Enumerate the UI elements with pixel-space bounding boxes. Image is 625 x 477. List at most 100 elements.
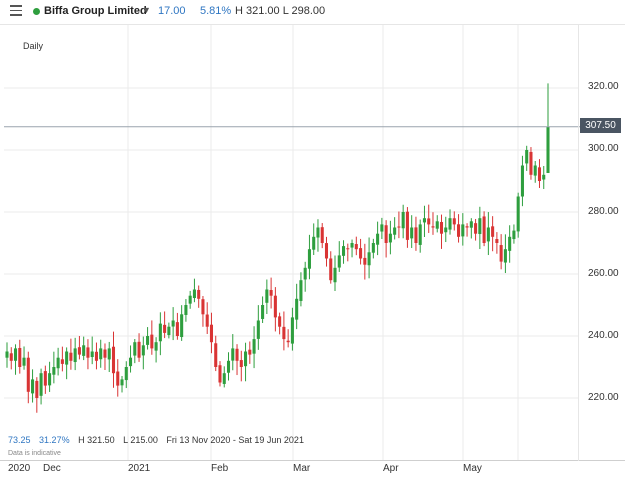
candle-body xyxy=(77,347,81,355)
candle-body xyxy=(146,336,150,345)
candle-body xyxy=(533,165,537,176)
candle-body xyxy=(94,351,98,361)
candle-body xyxy=(226,360,231,373)
candle-body xyxy=(60,359,64,364)
candle-body xyxy=(495,239,499,243)
candle-body xyxy=(26,357,30,392)
candle-body xyxy=(457,224,461,237)
data-indicative-note: Data is indicative xyxy=(8,450,61,457)
candle-body xyxy=(439,221,444,234)
candle-body xyxy=(448,218,452,230)
candle-body xyxy=(31,379,35,394)
candle-body xyxy=(341,246,346,256)
candle-body xyxy=(486,227,490,242)
candle-body xyxy=(141,345,145,356)
x-tick-label: 2020 xyxy=(8,463,31,474)
candle-body xyxy=(180,314,184,338)
candle-body xyxy=(422,218,426,223)
candle-body xyxy=(303,267,307,280)
candle-body xyxy=(410,227,414,239)
candle-body xyxy=(367,252,371,266)
candle-body xyxy=(474,223,478,234)
candle-body xyxy=(269,290,273,296)
header-high-low: H 321.00 L 298.00 xyxy=(235,5,326,17)
candle-body xyxy=(48,373,52,386)
chevron-down-icon[interactable]: ▼ xyxy=(142,5,151,15)
x-tick-label: May xyxy=(463,463,482,474)
candle-body xyxy=(158,323,162,342)
candle-body xyxy=(133,342,137,356)
y-tick-label: 220.00 xyxy=(588,392,619,403)
candle-body xyxy=(239,360,243,367)
candle-body xyxy=(43,371,47,386)
candle-body xyxy=(52,367,56,375)
candle-body xyxy=(167,326,171,336)
candle-body xyxy=(82,345,86,356)
candle-body xyxy=(359,248,363,259)
candle-body xyxy=(90,351,94,358)
candle-body xyxy=(350,243,354,248)
x-tick-label: Mar xyxy=(293,463,311,474)
candle-body xyxy=(529,151,533,175)
candle-body xyxy=(163,324,167,333)
candle-body xyxy=(273,295,277,318)
candle-body xyxy=(499,245,503,262)
last-price-tag: 307.50 xyxy=(580,118,621,133)
header-divider xyxy=(0,24,625,25)
candle-body xyxy=(469,221,473,228)
candle-body xyxy=(120,379,124,386)
candle-body xyxy=(312,236,316,250)
candle-body xyxy=(235,348,239,361)
candle-body xyxy=(154,342,158,351)
candle-body xyxy=(65,351,69,365)
candle-body xyxy=(503,249,507,263)
candle-body xyxy=(197,289,201,299)
candle-body xyxy=(231,348,235,361)
footer-range: Fri 13 Nov 2020 - Sat 19 Jun 2021 xyxy=(166,435,304,445)
candle-body xyxy=(397,226,401,228)
menu-icon[interactable] xyxy=(10,5,22,17)
candle-body xyxy=(427,218,431,225)
header-change-pct: 5.81% xyxy=(200,5,232,17)
candle-body xyxy=(218,365,222,383)
header-change: 17.00 xyxy=(158,5,186,17)
x-tick-label: Feb xyxy=(211,463,229,474)
candle-body xyxy=(491,226,495,237)
candle-body xyxy=(184,305,188,315)
candle-body xyxy=(525,150,529,164)
instrument-name[interactable]: Biffa Group Limited xyxy=(44,5,147,17)
x-tick-label: Apr xyxy=(383,463,399,474)
candle-body xyxy=(337,255,341,268)
y-tick-label: 280.00 xyxy=(588,206,619,217)
candle-body xyxy=(86,347,90,358)
candle-body xyxy=(192,289,196,299)
candle-body xyxy=(324,243,329,259)
candle-body xyxy=(418,224,422,245)
candle-body xyxy=(452,218,456,225)
candle-body xyxy=(286,340,290,343)
candle-body xyxy=(73,348,77,363)
candle-body xyxy=(175,322,179,336)
candle-body xyxy=(13,348,18,361)
candle-body xyxy=(205,314,209,327)
candle-body xyxy=(333,267,337,283)
candle-body xyxy=(307,249,311,269)
candle-body xyxy=(520,165,524,197)
candle-body xyxy=(346,248,350,250)
candle-body xyxy=(329,258,333,281)
candle-body xyxy=(129,357,133,367)
candle-body xyxy=(354,244,358,250)
x-tick-label: 2021 xyxy=(128,463,151,474)
x-tick-label: Dec xyxy=(43,463,61,474)
candle-body xyxy=(512,230,516,240)
candle-body xyxy=(384,225,388,243)
candle-body xyxy=(99,348,103,360)
y-tick-label: 240.00 xyxy=(588,330,619,341)
candle-body xyxy=(265,289,269,303)
candle-body xyxy=(256,320,260,339)
y-tick-label: 260.00 xyxy=(588,268,619,279)
candle-body xyxy=(69,352,73,361)
period-label: Daily xyxy=(23,41,44,51)
candle-body xyxy=(209,324,214,343)
